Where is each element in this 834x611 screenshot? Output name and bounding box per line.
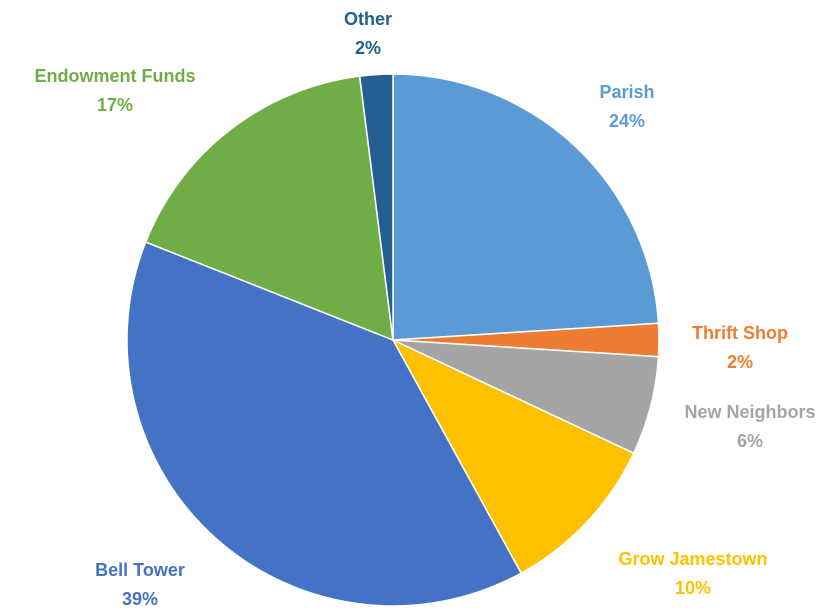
slice-percent: 39% — [122, 589, 158, 609]
slice-name: Endowment Funds — [35, 66, 196, 86]
pie-slice — [358, 73, 394, 341]
slice-name: Thrift Shop — [692, 323, 788, 343]
pie-slice — [144, 75, 394, 342]
pie-slice — [391, 338, 635, 575]
slice-name: New Neighbors — [684, 402, 815, 422]
slice-name: Bell Tower — [95, 560, 185, 580]
slice-percent: 6% — [737, 431, 763, 451]
slice-percent: 2% — [727, 352, 753, 372]
slice-percent: 24% — [609, 111, 645, 131]
slice-name: Other — [344, 9, 392, 29]
pie-slice — [392, 73, 660, 341]
pie-slice — [126, 241, 523, 607]
slice-name: Grow Jamestown — [618, 549, 767, 569]
slice-name: Parish — [599, 82, 654, 102]
slice-percent: 2% — [355, 38, 381, 58]
slice-percent: 10% — [675, 578, 711, 598]
slice-percent: 17% — [97, 95, 133, 115]
